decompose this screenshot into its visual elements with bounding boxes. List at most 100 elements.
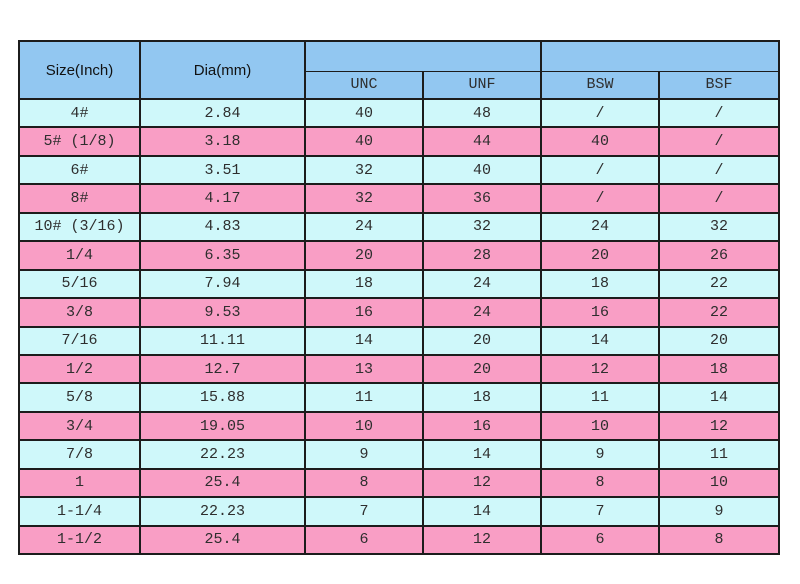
- column-header-dia: Dia(mm): [139, 40, 306, 100]
- table-row: 5# (1/8) 3.18 40 44 40 /: [18, 126, 780, 157]
- cell-size: 3/4: [18, 410, 141, 442]
- table-row: 1-1/2 25.4 6 12 6 8: [18, 524, 780, 556]
- cell-size: 3/8: [18, 297, 141, 328]
- cell-bsf: 9: [658, 496, 780, 527]
- cell-bsw: 18: [540, 268, 660, 300]
- column-header-unf: UNF: [422, 70, 542, 100]
- cell-unf: 48: [422, 97, 542, 129]
- cell-bsf: 20: [658, 325, 780, 356]
- column-header-bsw: BSW: [540, 70, 660, 100]
- cell-size: 1/2: [18, 353, 141, 385]
- cell-size: 6#: [18, 154, 141, 186]
- cell-bsw: 20: [540, 240, 660, 271]
- cell-unf: 14: [422, 496, 542, 527]
- cell-bsf: 26: [658, 240, 780, 271]
- cell-bsw: 8: [540, 467, 660, 499]
- table-row: 1-1/4 22.23 7 14 7 9: [18, 496, 780, 527]
- cell-dia: 25.4: [139, 524, 306, 556]
- cell-unc: 32: [304, 154, 424, 186]
- header-group-row: Size(Inch) Dia(mm): [18, 40, 780, 100]
- cell-size: 1/4: [18, 240, 141, 271]
- cell-dia: 12.7: [139, 353, 306, 385]
- cell-size: 7/16: [18, 325, 141, 356]
- cell-unf: 24: [422, 297, 542, 328]
- cell-unc: 7: [304, 496, 424, 527]
- table-row: 1/4 6.35 20 28 20 26: [18, 240, 780, 271]
- cell-dia: 3.51: [139, 154, 306, 186]
- cell-unc: 32: [304, 183, 424, 214]
- cell-unf: 36: [422, 183, 542, 214]
- table-row: 3/4 19.05 10 16 10 12: [18, 410, 780, 442]
- cell-bsf: 11: [658, 439, 780, 470]
- cell-dia: 6.35: [139, 240, 306, 271]
- cell-unf: 24: [422, 268, 542, 300]
- cell-bsw: 10: [540, 410, 660, 442]
- cell-bsw: 12: [540, 353, 660, 385]
- cell-dia: 25.4: [139, 467, 306, 499]
- cell-unc: 6: [304, 524, 424, 556]
- cell-bsf: 22: [658, 297, 780, 328]
- cell-unf: 20: [422, 353, 542, 385]
- cell-size: 4#: [18, 97, 141, 129]
- column-group-unc-unf: [304, 40, 542, 72]
- cell-bsw: 9: [540, 439, 660, 470]
- cell-size: 1-1/2: [18, 524, 141, 556]
- thread-pitch-table: Size(Inch) Dia(mm) UNC UNF BSW BSF 4# 2.…: [18, 40, 780, 556]
- cell-size: 5/16: [18, 268, 141, 300]
- cell-unc: 9: [304, 439, 424, 470]
- cell-bsf: 18: [658, 353, 780, 385]
- cell-unf: 18: [422, 382, 542, 413]
- cell-bsf: /: [658, 183, 780, 214]
- cell-unc: 24: [304, 211, 424, 243]
- cell-size: 5/8: [18, 382, 141, 413]
- cell-dia: 15.88: [139, 382, 306, 413]
- cell-unf: 44: [422, 126, 542, 157]
- cell-bsf: /: [658, 154, 780, 186]
- cell-unc: 40: [304, 97, 424, 129]
- cell-unf: 12: [422, 467, 542, 499]
- cell-size: 1-1/4: [18, 496, 141, 527]
- cell-bsw: /: [540, 154, 660, 186]
- cell-bsw: 16: [540, 297, 660, 328]
- cell-unc: 16: [304, 297, 424, 328]
- cell-size: 5# (1/8): [18, 126, 141, 157]
- cell-unf: 16: [422, 410, 542, 442]
- table-row: 5/8 15.88 11 18 11 14: [18, 382, 780, 413]
- cell-unf: 14: [422, 439, 542, 470]
- table-row: 6# 3.51 32 40 / /: [18, 154, 780, 186]
- cell-unc: 11: [304, 382, 424, 413]
- table-row: 7/8 22.23 9 14 9 11: [18, 439, 780, 470]
- cell-unf: 40: [422, 154, 542, 186]
- table-row: 5/16 7.94 18 24 18 22: [18, 268, 780, 300]
- cell-unc: 40: [304, 126, 424, 157]
- cell-size: 10# (3/16): [18, 211, 141, 243]
- table-header: Size(Inch) Dia(mm) UNC UNF BSW BSF: [18, 40, 780, 100]
- cell-unc: 10: [304, 410, 424, 442]
- column-header-bsf: BSF: [658, 70, 780, 100]
- cell-unf: 12: [422, 524, 542, 556]
- cell-size: 1: [18, 467, 141, 499]
- cell-bsw: /: [540, 97, 660, 129]
- cell-bsw: 11: [540, 382, 660, 413]
- cell-bsf: 14: [658, 382, 780, 413]
- cell-unc: 18: [304, 268, 424, 300]
- cell-bsw: 6: [540, 524, 660, 556]
- cell-bsw: 24: [540, 211, 660, 243]
- cell-unc: 13: [304, 353, 424, 385]
- column-header-unc: UNC: [304, 70, 424, 100]
- cell-unf: 28: [422, 240, 542, 271]
- table-row: 10# (3/16) 4.83 24 32 24 32: [18, 211, 780, 243]
- cell-size: 7/8: [18, 439, 141, 470]
- cell-bsf: /: [658, 126, 780, 157]
- cell-size: 8#: [18, 183, 141, 214]
- table-row: 3/8 9.53 16 24 16 22: [18, 297, 780, 328]
- cell-bsf: /: [658, 97, 780, 129]
- cell-bsf: 22: [658, 268, 780, 300]
- cell-unf: 32: [422, 211, 542, 243]
- cell-unc: 8: [304, 467, 424, 499]
- cell-dia: 9.53: [139, 297, 306, 328]
- cell-bsf: 8: [658, 524, 780, 556]
- cell-dia: 19.05: [139, 410, 306, 442]
- cell-bsf: 12: [658, 410, 780, 442]
- cell-dia: 11.11: [139, 325, 306, 356]
